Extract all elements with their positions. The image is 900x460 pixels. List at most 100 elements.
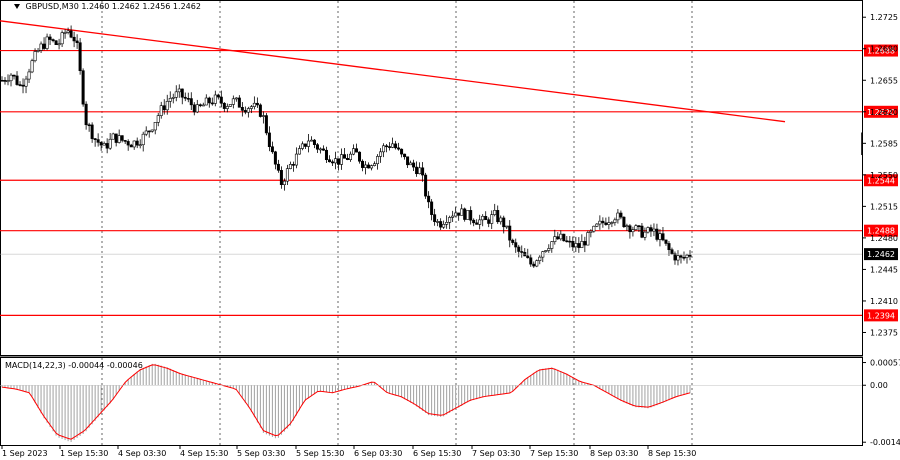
candle-body <box>589 230 593 233</box>
candle-body <box>418 167 422 175</box>
candle-body <box>355 148 359 153</box>
candle-body <box>625 225 629 228</box>
level-tag <box>864 105 898 118</box>
candle-body <box>559 233 563 240</box>
candle-body <box>508 225 512 241</box>
candle-body <box>472 219 476 224</box>
candle-body <box>138 144 142 147</box>
candle-body <box>640 225 644 238</box>
candle-body <box>454 212 458 217</box>
candle-body <box>306 140 310 147</box>
time-tick-label: 6 Sep 15:30 <box>413 449 461 458</box>
time-tick-label: 8 Sep 15:30 <box>648 449 696 458</box>
price-tick-label: 1.2515 <box>870 202 898 211</box>
candle-body <box>159 105 163 116</box>
macd-label: MACD(14,22,3) -0.00044 -0.00046 <box>5 361 143 370</box>
candle-body <box>210 102 214 105</box>
candle-body <box>358 151 362 162</box>
candle-body <box>583 241 587 246</box>
candle-body <box>237 97 241 108</box>
trendline-segment <box>0 20 786 123</box>
time-tick-label: 8 Sep 03:30 <box>590 449 638 458</box>
candle-body <box>607 222 611 225</box>
candle-body <box>177 88 181 93</box>
candle-body <box>682 256 686 259</box>
candle-body <box>598 220 602 225</box>
candle-body <box>463 208 467 220</box>
candle-body <box>367 164 371 169</box>
collapse-triangle-icon[interactable] <box>14 4 20 9</box>
candle-body <box>234 97 238 100</box>
time-axis: 1 Sep 2023 1 Sep 15:30 4 Sep 03:30 4 Sep 15… <box>1 445 696 458</box>
candle-body <box>36 50 40 52</box>
candle-body <box>613 219 617 223</box>
frame <box>0 0 863 446</box>
macd-panel: 0.00057 0.00 -0.00143 <box>0 359 900 447</box>
candle-body <box>3 80 7 82</box>
candle-body <box>66 30 70 33</box>
candle-body <box>276 163 280 171</box>
candle-body <box>324 149 328 161</box>
support-resistance-levels: 1.2688 1.2620 1.2544 1.2488 1.2394 <box>0 44 898 322</box>
candle-body <box>376 156 380 165</box>
candle-body <box>321 148 325 151</box>
candle-body <box>207 97 211 104</box>
candle-body <box>517 246 521 252</box>
candle-body <box>273 151 277 165</box>
candle-body <box>433 214 437 222</box>
price-tick-label: 1.2725 <box>870 13 898 22</box>
candle-body <box>111 133 115 140</box>
candle-body <box>388 146 392 148</box>
price-tick-label: 1.2655 <box>870 76 898 85</box>
candle-body <box>231 98 235 105</box>
candle-body <box>397 147 401 150</box>
candle-body <box>261 115 265 117</box>
candle-body <box>502 217 506 228</box>
candle-body <box>427 195 431 203</box>
candle-body <box>451 215 455 218</box>
candle-body <box>117 135 121 143</box>
candle-body <box>33 51 37 62</box>
candle-body <box>45 36 49 49</box>
candle-body <box>436 221 440 223</box>
time-tick-label: 5 Sep 15:30 <box>296 449 344 458</box>
candle-body <box>568 240 572 243</box>
candle-body <box>291 164 295 166</box>
candle-body <box>379 151 383 157</box>
candle-body <box>18 84 22 86</box>
candle-body <box>39 43 43 51</box>
candle-body <box>192 104 196 113</box>
vertical-grid <box>101 1 693 445</box>
candle-body <box>93 138 97 140</box>
chart-header: GBPUSD,M30 1.2460 1.2462 1.2456 1.2462 <box>14 2 201 11</box>
candle-body <box>303 143 307 147</box>
candle-body <box>679 255 683 258</box>
candle-body <box>382 145 386 153</box>
candle-body <box>595 223 599 227</box>
candle-body <box>685 254 689 258</box>
candle-body <box>373 163 377 166</box>
candle-body <box>96 139 100 143</box>
candle-body <box>619 212 623 218</box>
time-tick-label: 7 Sep 15:30 <box>530 449 578 458</box>
candle-body <box>246 108 250 113</box>
candle-body <box>126 141 130 146</box>
candle-body <box>484 215 488 221</box>
candle-body <box>294 153 298 166</box>
candle-body <box>511 239 515 243</box>
candle-body <box>219 96 223 104</box>
candle-body <box>258 104 262 117</box>
candle-body <box>198 104 202 107</box>
candle-body <box>285 168 289 182</box>
candle-body <box>550 241 554 249</box>
current-price-tag <box>864 248 898 261</box>
candle-body <box>352 148 356 155</box>
candle-body <box>466 210 470 220</box>
price-tick-label: 1.2445 <box>870 265 898 274</box>
candle-body <box>135 140 139 146</box>
candle-body <box>0 79 4 82</box>
macd-tick-label: -0.00143 <box>870 438 900 447</box>
candle-body <box>90 124 94 139</box>
candle-body <box>505 225 509 228</box>
